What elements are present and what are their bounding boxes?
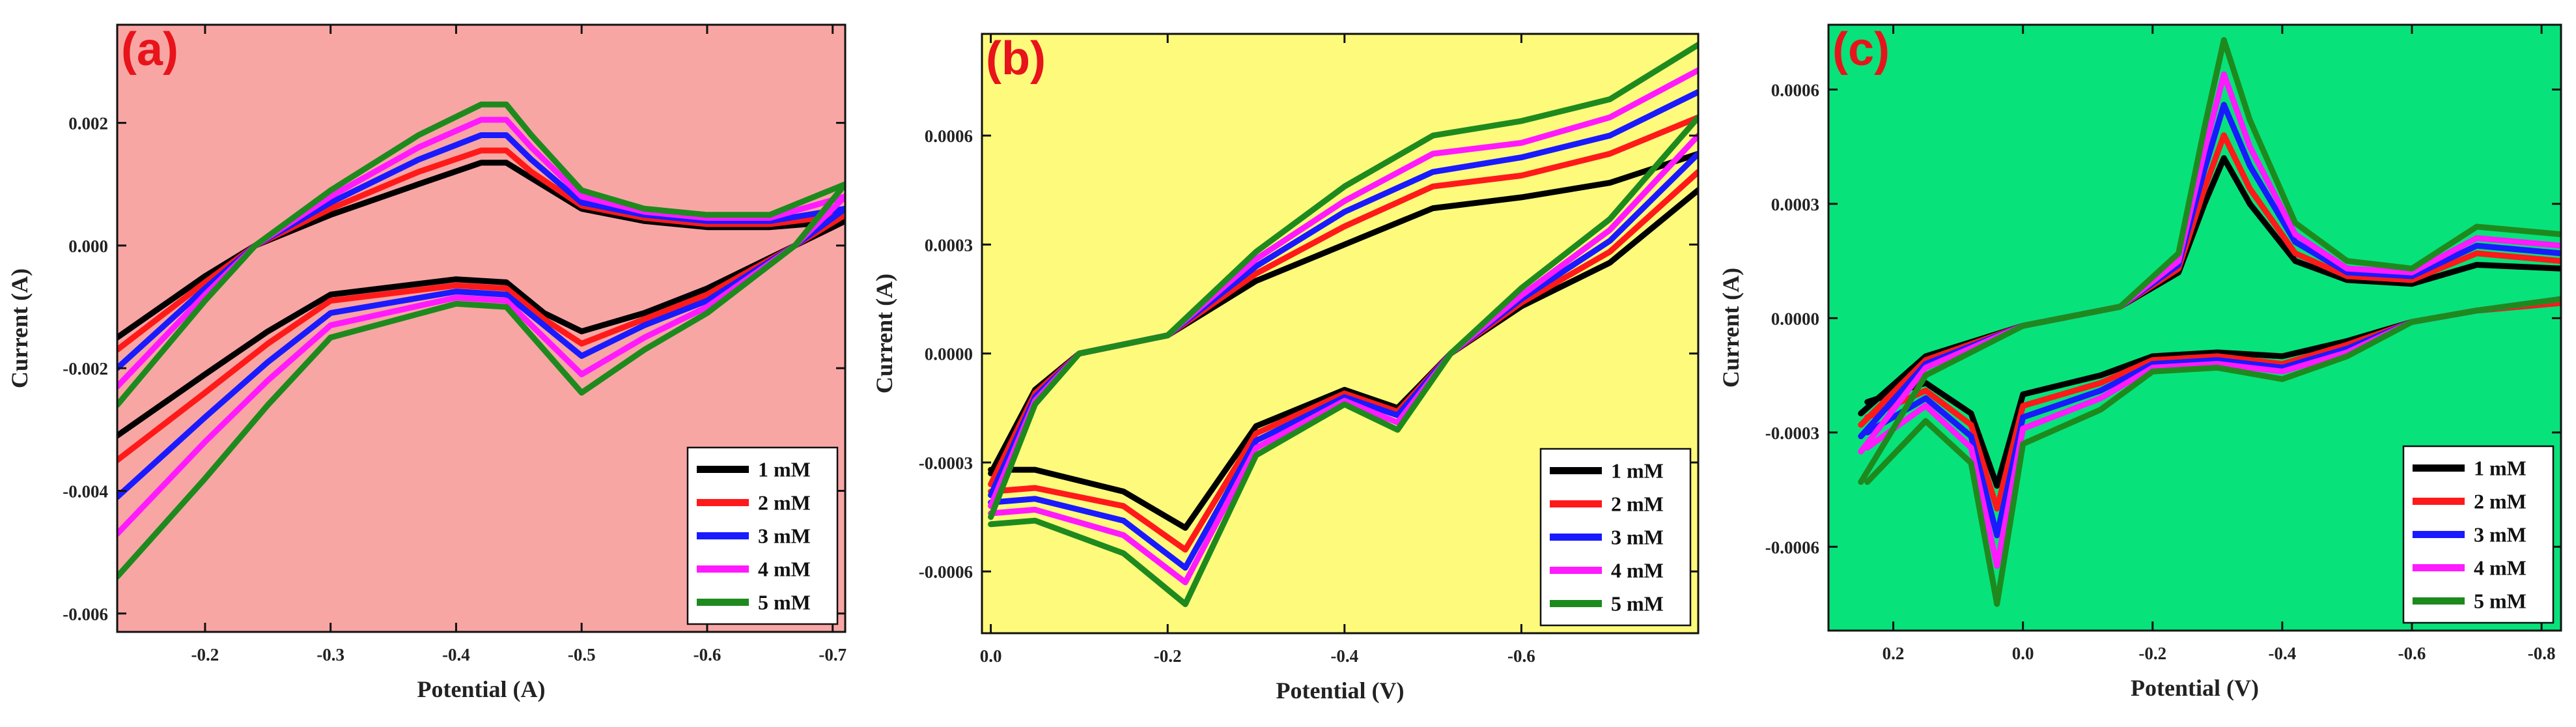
series-3-reverse-sweep xyxy=(988,150,1698,571)
legend-label-5: 5 mM xyxy=(758,591,811,614)
y-tick-label: 0.0006 xyxy=(1771,80,1819,100)
panel-2: 0.2 0.0 -0.2 -0.4 -0.6 -0.8 -0.0006 -0.0003 0.00… xyxy=(1718,23,2562,701)
x-axis-title: Potential (A) xyxy=(417,676,546,702)
y-tick-label: -0.004 xyxy=(63,481,108,501)
legend-label-1: 1 mM xyxy=(2474,457,2527,480)
legend-label-5: 5 mM xyxy=(2474,590,2527,613)
plot-frame xyxy=(1827,23,2562,632)
legend-label-4: 4 mM xyxy=(758,558,811,581)
legend-label-2: 2 mM xyxy=(758,491,811,515)
legend-label-2: 2 mM xyxy=(1611,492,1664,516)
x-tick-label: -0.2 xyxy=(191,645,219,664)
y-tick-label: 0.0000 xyxy=(1771,309,1819,328)
y-tick-label: 0.000 xyxy=(68,236,108,256)
series-5-reverse-sweep xyxy=(988,114,1698,607)
y-tick-label: 0.0003 xyxy=(1771,195,1819,214)
legend-label-4: 4 mM xyxy=(2474,556,2527,580)
x-tick-label: 0.0 xyxy=(980,646,1002,666)
legend-label-1: 1 mM xyxy=(758,458,811,481)
curves xyxy=(988,42,1698,607)
x-tick-label: 0.2 xyxy=(1883,644,1905,663)
legend-label-3: 3 mM xyxy=(758,524,811,548)
legend-label-5: 5 mM xyxy=(1611,592,1664,616)
series-3-reverse-sweep xyxy=(117,205,845,500)
plot-frame xyxy=(981,33,1700,634)
series-2-reverse-sweep xyxy=(117,212,845,463)
x-tick-label: -0.8 xyxy=(2528,644,2556,663)
x-tick-label: 0.0 xyxy=(2012,644,2034,663)
x-axis-title: Potential (V) xyxy=(1276,677,1405,704)
legend-label-1: 1 mM xyxy=(1611,459,1664,483)
curves xyxy=(117,101,845,580)
y-tick-label: -0.002 xyxy=(63,359,108,378)
y-axis-title: Current (A) xyxy=(1718,268,1744,388)
series-1-reverse-sweep xyxy=(117,218,845,439)
y-tick-label: -0.006 xyxy=(63,605,108,624)
x-tick-label: -0.5 xyxy=(568,645,596,664)
legend-label-3: 3 mM xyxy=(1611,526,1664,549)
y-axis-title: Current (A) xyxy=(871,274,897,393)
series-4-reverse-sweep xyxy=(988,132,1698,586)
panel-label: (c) xyxy=(1832,23,1890,76)
panel-0: -0.2 -0.3 -0.4 -0.5 -0.6 -0.7 -0.006 -0.004 -0.0… xyxy=(7,23,847,702)
x-tick-label: -0.6 xyxy=(1507,646,1535,666)
series-2-reverse-sweep xyxy=(988,169,1698,553)
series-5-forward-sweep xyxy=(117,101,845,408)
series-4-reverse-sweep xyxy=(117,193,845,537)
x-tick-label: -0.6 xyxy=(2398,644,2426,663)
legend: 1 mM 2 mM 3 mM 4 mM 5 mM xyxy=(1539,448,1692,627)
y-tick-label: 0.0003 xyxy=(925,235,973,255)
y-tick-label: 0.002 xyxy=(68,114,108,134)
legend-label-4: 4 mM xyxy=(1611,559,1664,582)
x-tick-label: -0.4 xyxy=(2269,644,2297,663)
series-5-forward-sweep xyxy=(988,42,1698,520)
legend-label-2: 2 mM xyxy=(2474,490,2527,513)
panel-label: (b) xyxy=(986,33,1046,85)
series-5-reverse-sweep xyxy=(1864,296,2561,607)
x-tick-label: -0.4 xyxy=(1330,646,1358,666)
x-tick-label: -0.6 xyxy=(693,645,721,664)
legend: 1 mM 2 mM 3 mM 4 mM 5 mM xyxy=(686,446,839,625)
x-axis-title: Potential (V) xyxy=(2131,675,2259,701)
y-tick-label: -0.0003 xyxy=(1765,423,1819,443)
series-5-forward-sweep xyxy=(1858,36,2561,485)
x-tick-label: -0.4 xyxy=(442,645,470,664)
x-tick-label: -0.2 xyxy=(2138,644,2166,663)
plot-frame xyxy=(116,23,847,633)
y-tick-label: 0.0006 xyxy=(925,126,973,146)
legend: 1 mM 2 mM 3 mM 4 mM 5 mM xyxy=(2402,445,2555,624)
curves xyxy=(1858,36,2561,607)
x-tick-label: -0.2 xyxy=(1154,646,1182,666)
legend-label-3: 3 mM xyxy=(2474,523,2527,547)
x-tick-label: -0.3 xyxy=(316,645,344,664)
y-tick-label: -0.0006 xyxy=(1765,537,1819,557)
panel-1: 0.0 -0.2 -0.4 -0.6 -0.0006 -0.0003 0.0000 0.000… xyxy=(871,33,1700,704)
y-tick-label: 0.0000 xyxy=(925,345,973,364)
x-tick-label: -0.7 xyxy=(819,645,847,664)
y-axis-title: Current (A) xyxy=(7,268,33,388)
y-tick-label: -0.0006 xyxy=(919,562,973,582)
y-tick-label: -0.0003 xyxy=(919,453,973,473)
series-1-reverse-sweep xyxy=(988,187,1698,531)
series-5-reverse-sweep xyxy=(117,181,845,580)
panel-label: (a) xyxy=(121,23,178,76)
